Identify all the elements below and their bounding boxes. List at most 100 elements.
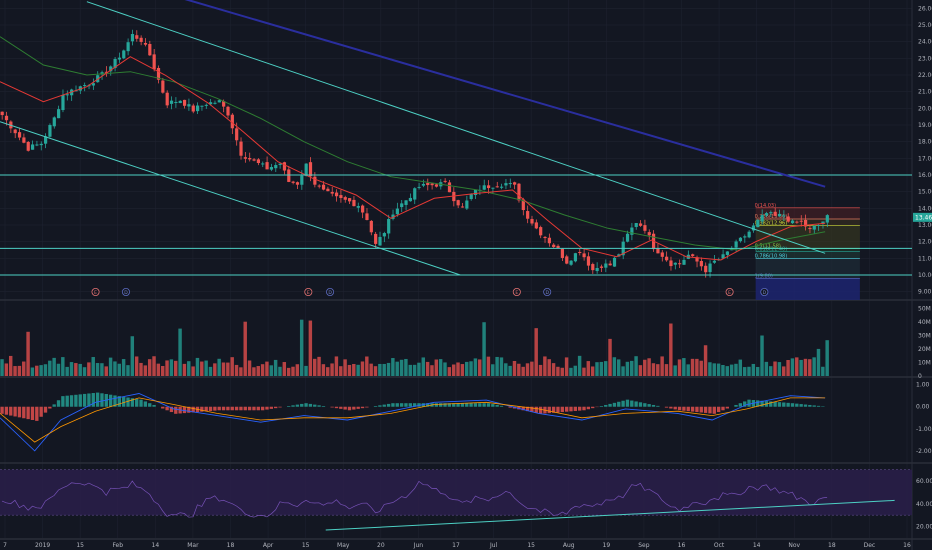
price-tick-label: 22.00	[918, 72, 932, 79]
volume-bar	[760, 335, 764, 376]
candle-body	[777, 213, 782, 217]
trendline[interactable]	[182, 0, 826, 188]
candle-body	[339, 195, 343, 199]
volume-bar	[491, 364, 495, 376]
candle-body	[352, 199, 356, 207]
candle-body	[756, 219, 760, 228]
macd-histogram-bar	[812, 405, 816, 407]
rsi-tick-label: 40.00	[916, 501, 932, 508]
volume-tick-label: 10M	[918, 360, 931, 367]
candle-body	[126, 42, 130, 52]
volume-bar	[673, 365, 677, 376]
candle-body	[699, 260, 703, 267]
candle-body	[486, 185, 491, 189]
volume-bar	[17, 365, 22, 376]
candle-body	[738, 237, 743, 242]
macd-histogram-bar	[108, 394, 113, 407]
candle-body	[434, 184, 439, 187]
candle-body	[104, 71, 108, 73]
volume-bar	[638, 365, 643, 376]
candle-body	[573, 253, 578, 262]
candle-body	[447, 182, 452, 193]
candle-body	[265, 162, 269, 170]
event-marker-label: E	[515, 290, 518, 296]
candle-body	[248, 158, 252, 160]
rsi-trendline[interactable]	[325, 499, 895, 531]
candle-body	[13, 129, 17, 134]
macd-histogram-bar	[404, 403, 408, 407]
macd-histogram-bar	[712, 406, 716, 414]
earnings-marker[interactable]	[91, 287, 100, 296]
candle-body	[604, 263, 608, 268]
candle-body	[764, 213, 769, 216]
volume-bar	[147, 359, 152, 376]
volume-bar	[291, 366, 295, 376]
macd-tick-label: 1.00	[916, 382, 930, 389]
volume-bar	[39, 365, 43, 376]
dividend-marker[interactable]	[543, 287, 552, 296]
candle-body	[456, 200, 460, 206]
candle-body	[152, 54, 156, 70]
volume-bar	[139, 362, 143, 376]
candle-body	[30, 144, 35, 150]
volume-bar	[473, 358, 478, 376]
candle-body	[656, 248, 660, 254]
macd-histogram-bar	[356, 406, 360, 409]
macd-histogram-bar	[65, 395, 69, 407]
volume-bar	[825, 340, 829, 376]
volume-bar	[699, 360, 703, 376]
volume-bar	[265, 361, 269, 376]
candle-body	[625, 233, 630, 242]
candle-body	[443, 180, 447, 182]
price-tick-label: 9.00	[918, 289, 932, 296]
earnings-marker[interactable]	[512, 287, 521, 296]
earnings-marker[interactable]	[725, 287, 734, 296]
volume-bar	[508, 365, 512, 376]
candle-body	[174, 101, 178, 103]
drawn-lines[interactable]	[0, 0, 912, 276]
trendline[interactable]	[0, 121, 461, 276]
volume-bar	[412, 364, 417, 376]
macd-histogram-bar	[647, 404, 651, 407]
macd-histogram-bar	[230, 406, 234, 411]
dividend-marker[interactable]	[760, 287, 769, 296]
candle-body	[282, 162, 287, 171]
macd-histogram-bar	[174, 406, 178, 414]
volume-bar	[312, 358, 317, 376]
volume-bar	[755, 366, 760, 376]
time-tick-label: Apr	[263, 542, 274, 549]
candle-body	[300, 175, 304, 185]
candle-body	[187, 104, 191, 107]
dividend-marker[interactable]	[121, 287, 130, 296]
macd-histogram-bar	[473, 403, 478, 407]
fibonacci-retracement[interactable]: 0(14.03)0.236(13.36)0.382(12.96)0.5(11.5…	[755, 203, 860, 300]
candle-body	[317, 185, 321, 187]
candle-body	[304, 163, 308, 176]
volume-bar	[221, 362, 226, 376]
volume-bar	[799, 359, 803, 376]
volume-bar	[252, 367, 256, 376]
volume-bar	[460, 364, 465, 376]
volume-bar	[178, 328, 182, 376]
event-marker-label: E	[94, 290, 97, 296]
candle-body	[226, 106, 230, 116]
macd-histogram-bar	[256, 406, 260, 411]
volume-bar	[343, 359, 347, 376]
trendline[interactable]	[86, 1, 826, 254]
candle-body	[482, 185, 486, 190]
fib-zone	[755, 248, 860, 252]
time-tick-label: Sep	[638, 542, 650, 549]
macd-histogram-bar	[4, 406, 9, 415]
candle-body	[660, 252, 664, 257]
volume-bar	[269, 365, 273, 376]
candle-body	[308, 162, 313, 177]
candle-body	[521, 199, 525, 211]
time-tick-label: Feb	[112, 542, 123, 549]
volume-bar	[608, 338, 612, 376]
earnings-marker[interactable]	[304, 287, 313, 296]
macd-histogram-bar	[608, 403, 612, 407]
dividend-marker[interactable]	[326, 287, 335, 296]
macd-histogram-bar	[243, 406, 247, 411]
